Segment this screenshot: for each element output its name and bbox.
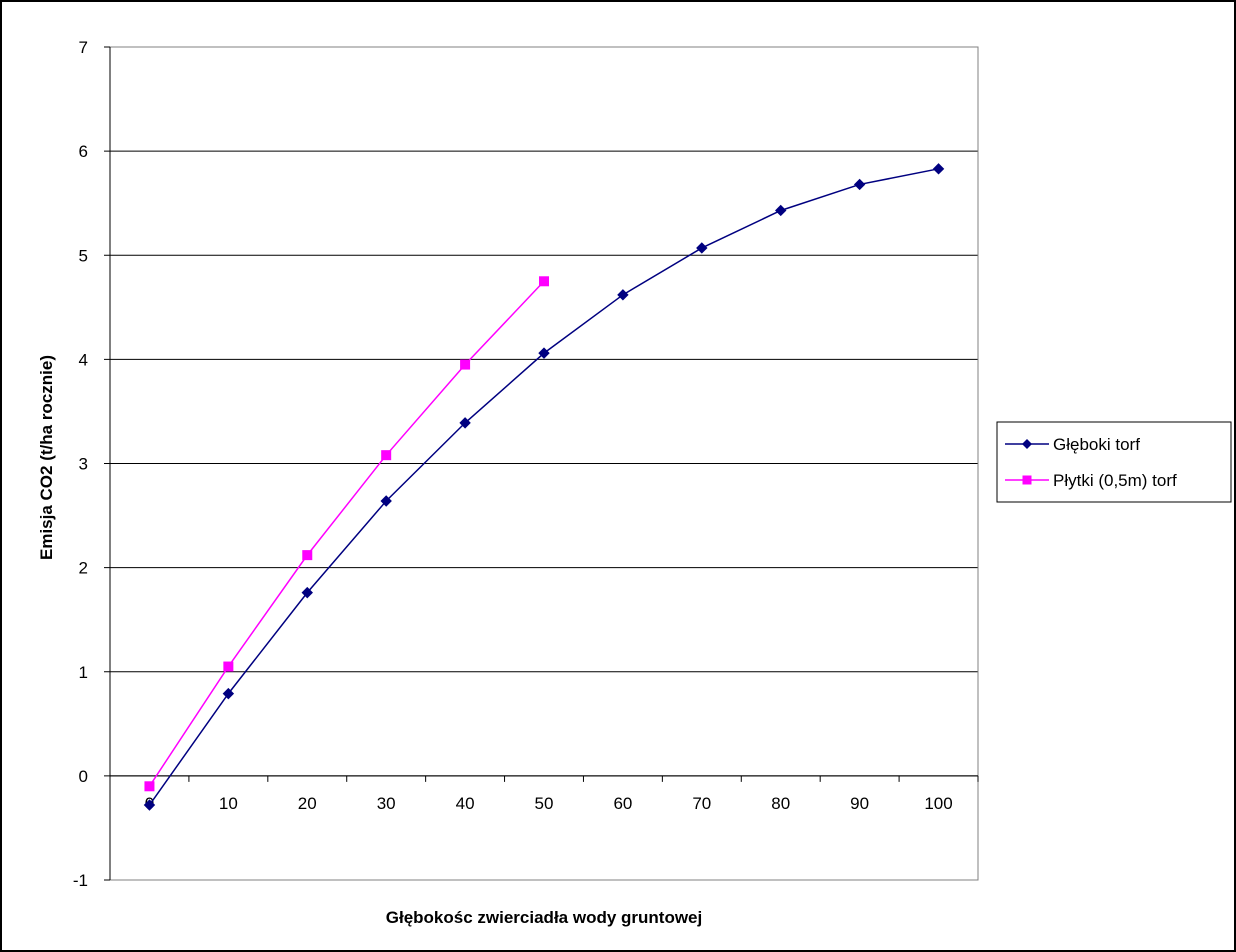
data-point	[381, 450, 392, 461]
data-point	[302, 550, 313, 561]
y-tick-label: 4	[79, 350, 88, 369]
legend-item: Płytki (0,5m) torf	[1005, 471, 1177, 490]
y-axis-title: Emisja CO2 (t/ha rocznie)	[37, 355, 56, 560]
data-point	[459, 417, 471, 429]
y-tick-label: 1	[79, 663, 88, 682]
legend-marker	[1022, 439, 1032, 449]
legend-label: Płytki (0,5m) torf	[1053, 471, 1177, 490]
data-point	[301, 586, 313, 599]
x-axis-title: Głębokośc zwierciadła wody gruntowej	[386, 908, 702, 927]
x-tick-label: 80	[771, 794, 790, 813]
series-1	[143, 163, 945, 811]
y-tick-label: 7	[79, 38, 88, 57]
series-2	[144, 276, 549, 792]
y-tick-label: 2	[79, 559, 88, 578]
x-tick-label: 40	[456, 794, 475, 813]
x-tick-label: 60	[613, 794, 632, 813]
axes	[104, 46, 979, 881]
legend: Głęboki torf Płytki (0,5m) torf	[996, 421, 1232, 503]
data-point	[617, 289, 629, 301]
x-tick-label: 50	[535, 794, 554, 813]
y-tick-label: 3	[79, 455, 88, 474]
y-tick-label: 0	[79, 767, 88, 786]
data-point	[853, 178, 866, 191]
data-point	[223, 661, 234, 672]
legend-label: Głęboki torf	[1053, 435, 1140, 454]
tick-labels: -1012345670102030405060708090100	[73, 38, 953, 890]
data-point	[539, 276, 549, 287]
y-tick-label: 5	[79, 246, 88, 265]
y-tick-label: -1	[73, 871, 88, 890]
series-line	[148, 280, 545, 787]
legend-marker	[1022, 475, 1032, 485]
data-point	[538, 347, 550, 359]
data-point	[143, 799, 156, 811]
legend-item: Głęboki torf	[1005, 435, 1140, 454]
x-tick-label: 100	[924, 794, 952, 813]
data-point	[144, 781, 155, 792]
data-point	[460, 359, 471, 370]
data-point	[775, 204, 787, 217]
x-tick-label: 20	[298, 794, 317, 813]
data-point	[696, 242, 708, 254]
data-point	[932, 163, 945, 175]
legend-box	[996, 421, 1232, 503]
x-tick-label: 10	[219, 794, 238, 813]
x-tick-label: 90	[850, 794, 869, 813]
data-point	[222, 687, 235, 700]
series-group	[143, 163, 945, 811]
data-point	[380, 495, 392, 507]
x-tick-label: 70	[692, 794, 711, 813]
y-tick-label: 6	[79, 142, 88, 161]
x-tick-label: 30	[377, 794, 396, 813]
